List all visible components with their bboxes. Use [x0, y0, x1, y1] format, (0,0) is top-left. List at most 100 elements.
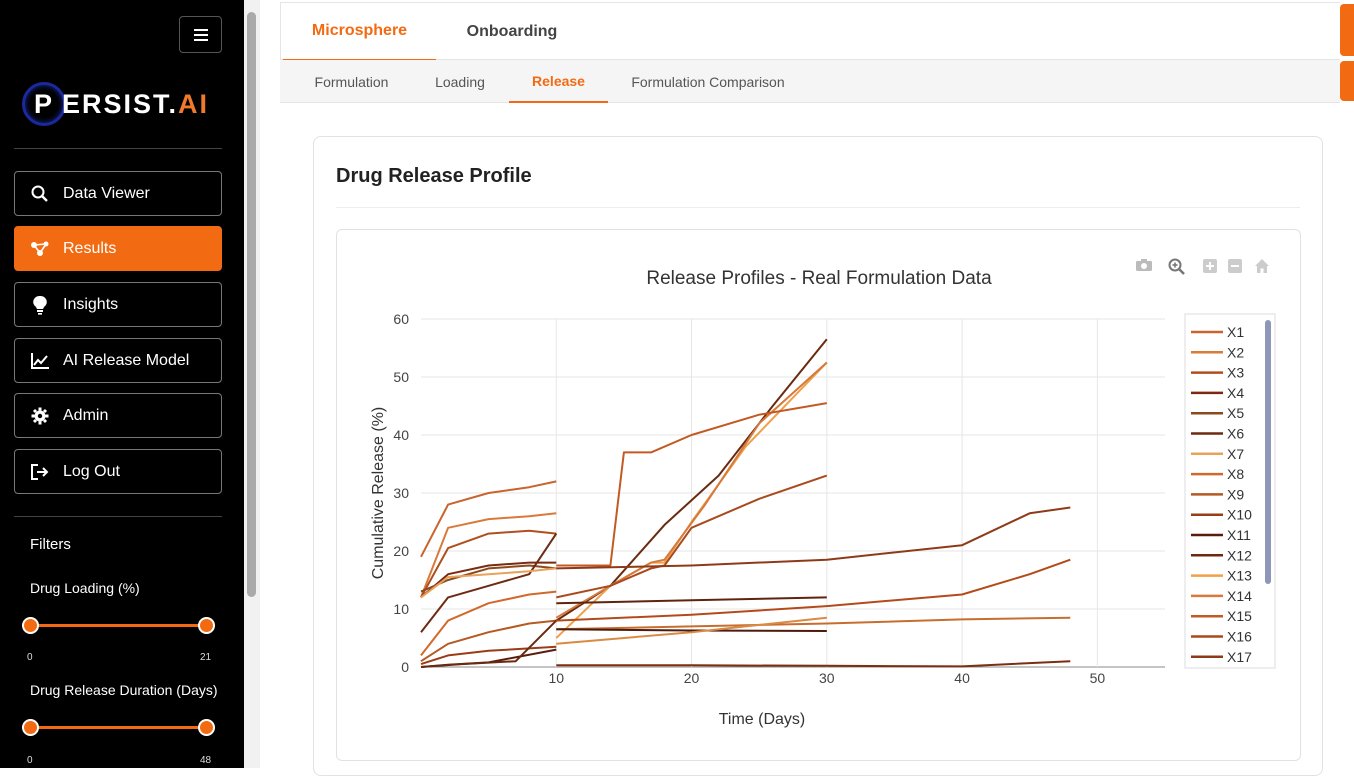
lightbulb-icon [29, 294, 51, 316]
nav-admin[interactable]: Admin [14, 393, 222, 438]
slider-min-handle[interactable] [22, 617, 39, 634]
search-icon [29, 183, 51, 205]
series-line-X10 [420, 645, 557, 666]
legend-label: X8 [1227, 466, 1244, 482]
tab-release[interactable]: Release [509, 60, 608, 103]
logo-ring-icon: P [22, 82, 66, 126]
x-tick-label: 10 [548, 670, 564, 686]
y-tick-label: 30 [393, 485, 409, 501]
y-tick-label: 60 [393, 311, 409, 327]
legend-label: X11 [1227, 527, 1251, 543]
legend-label: X5 [1227, 405, 1244, 421]
legend-label: X13 [1227, 568, 1252, 584]
x-axis-label: Time (Days) [719, 711, 806, 728]
menu-icon [193, 33, 208, 36]
nav-results[interactable]: Results [14, 226, 222, 271]
series-line-extra-17 [556, 558, 1071, 622]
tab-onboarding[interactable]: Onboarding [466, 23, 558, 40]
hamburger-menu-button[interactable] [179, 16, 222, 53]
drug-loading-label: Drug Loading (%) [30, 580, 140, 596]
logo: P ERSIST. AI [22, 80, 222, 128]
sidebar-scrollbar[interactable] [244, 0, 260, 768]
y-axis-label: Cumulative Release (%) [370, 407, 387, 580]
legend-label: X4 [1227, 385, 1244, 401]
card-title: Drug Release Profile [336, 165, 532, 187]
series-line-X3 [420, 529, 557, 598]
chart-title: Release Profiles - Real Formulation Data [646, 268, 992, 289]
tab-microsphere[interactable]: Microsphere [283, 3, 436, 61]
series-line-extra-20 [556, 596, 827, 605]
logout-icon [29, 461, 51, 483]
y-tick-label: 10 [393, 601, 409, 617]
nav-label: AI Release Model [63, 351, 190, 369]
nav-label: Results [63, 239, 117, 257]
x-tick-label: 50 [1090, 670, 1106, 686]
sidebar: P ERSIST. AI Data Viewer Results Insights… [0, 0, 244, 768]
nav-log-out[interactable]: Log Out [14, 449, 222, 494]
logo-accent: AI [178, 88, 210, 119]
drug-release-card: Drug Release Profile 0 10 20 30 40 50 60 10 20 30… [313, 136, 1323, 776]
nav-label: Insights [63, 295, 119, 313]
nav-insights[interactable]: Insights [14, 282, 222, 327]
card-divider [336, 207, 1300, 208]
line-chart-icon [29, 350, 51, 372]
x-tick-label: 30 [819, 670, 835, 686]
legend-label: X10 [1227, 507, 1252, 523]
series-line-X6 [420, 533, 558, 633]
slider-max-tick: 48 [200, 755, 212, 766]
tab-formulation-comparison[interactable]: Formulation Comparison [631, 73, 785, 90]
sidebar-divider [14, 148, 222, 149]
series-line-X5 [420, 564, 557, 593]
legend-label: X7 [1227, 446, 1244, 462]
slider-min-tick: 0 [27, 652, 33, 663]
slider-max-handle[interactable] [198, 617, 215, 634]
scrollbar-thumb[interactable] [247, 12, 256, 597]
legend-label: X12 [1227, 547, 1252, 563]
series-line-X9 [420, 619, 557, 663]
sub-tabs: Formulation Loading Release Formulation … [280, 60, 1340, 103]
side-panel-tab[interactable] [1340, 4, 1354, 56]
series-line-X8 [420, 590, 557, 657]
x-tick-label: 20 [684, 670, 700, 686]
slider-max-handle[interactable] [198, 719, 215, 736]
series-line-X7 [420, 567, 557, 599]
drug-loading-slider[interactable] [22, 617, 215, 634]
nav-ai-release-model[interactable]: AI Release Model [14, 338, 222, 383]
nav-data-viewer[interactable]: Data Viewer [14, 171, 222, 216]
slider-min-tick: 0 [27, 755, 33, 766]
series-line-extra-22 [556, 616, 827, 645]
logo-letter: P [33, 88, 54, 119]
y-tick-label: 40 [393, 427, 409, 443]
legend-label: X6 [1227, 426, 1244, 442]
slider-min-handle[interactable] [22, 719, 39, 736]
zoom-out-icon[interactable] [1227, 258, 1247, 278]
series-line-X17 [556, 506, 1071, 570]
camera-icon[interactable] [1135, 258, 1155, 278]
legend-label: X17 [1227, 649, 1252, 665]
y-tick-label: 0 [401, 659, 409, 675]
tab-loading[interactable]: Loading [435, 73, 485, 90]
series-line-extra-18 [556, 616, 1071, 631]
nav-label: Log Out [63, 462, 120, 480]
sidebar-divider [14, 516, 222, 517]
release-profile-chart: 0 10 20 30 40 50 60 10 20 30 40 50 Release Profiles … [370, 268, 1276, 728]
legend-label: X16 [1227, 629, 1252, 645]
nav-label: Admin [63, 406, 109, 424]
legend-label: X1 [1227, 324, 1244, 340]
home-icon[interactable] [1254, 258, 1274, 278]
slider-max-tick: 21 [200, 652, 212, 663]
logo-text: ERSIST. [62, 88, 179, 119]
tab-formulation[interactable]: Formulation [314, 73, 389, 90]
x-tick-label: 40 [954, 670, 970, 686]
legend-label: X2 [1227, 344, 1244, 360]
chart-container: 0 10 20 30 40 50 60 10 20 30 40 50 Release Profiles … [336, 229, 1301, 761]
legend-label: X15 [1227, 608, 1252, 624]
y-tick-label: 20 [393, 543, 409, 559]
legend-label: X14 [1227, 588, 1252, 604]
filters-title: Filters [30, 536, 71, 553]
duration-slider[interactable] [22, 719, 215, 736]
zoom-icon[interactable] [1168, 258, 1188, 278]
zoom-in-icon[interactable] [1202, 258, 1222, 278]
legend-label: X3 [1227, 365, 1244, 381]
side-panel-tab[interactable] [1340, 61, 1354, 101]
